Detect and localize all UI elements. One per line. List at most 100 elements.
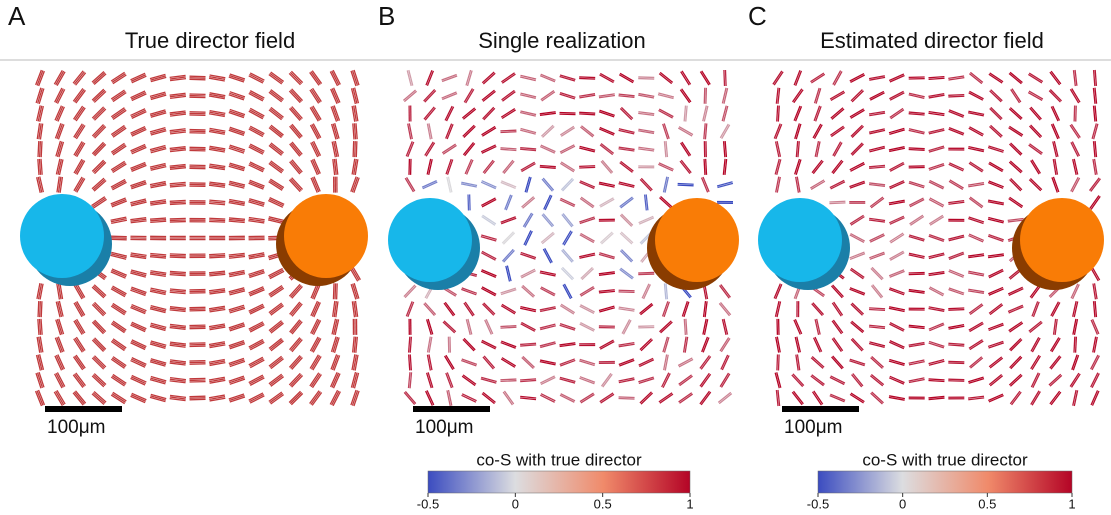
director-glyph [660, 321, 672, 332]
director-glyph [620, 251, 631, 262]
director-glyph [704, 159, 705, 175]
director-glyph [600, 393, 613, 402]
director-glyph [561, 128, 574, 137]
director-glyph [948, 308, 964, 309]
director-glyph [74, 303, 82, 317]
director-glyph [482, 72, 494, 83]
director-glyph [579, 77, 595, 78]
director-glyph [679, 375, 692, 384]
director-glyph [38, 159, 39, 175]
director-glyph [601, 161, 611, 173]
director-glyph [990, 91, 1002, 102]
director-glyph [112, 127, 125, 136]
director-glyph [409, 355, 410, 371]
colorbar-label: co-S with true director [476, 450, 642, 469]
director-glyph [1049, 91, 1060, 102]
director-glyph [638, 274, 654, 275]
director-glyph [700, 373, 709, 386]
director-glyph [721, 374, 729, 388]
director-glyph [250, 126, 264, 134]
director-glyph [720, 373, 728, 387]
director-glyph [503, 392, 512, 405]
director-glyph [661, 196, 673, 207]
director-glyph [111, 395, 124, 404]
director-glyph [150, 218, 166, 219]
director-glyph [852, 91, 863, 102]
director-glyph [600, 199, 614, 207]
director-glyph [1028, 93, 1042, 101]
director-glyph [310, 125, 318, 139]
director-glyph [407, 177, 415, 191]
director-glyph [719, 303, 729, 315]
director-glyph [1091, 355, 1098, 369]
director-glyph [794, 391, 804, 404]
director-glyph [250, 144, 264, 151]
panel-title: Single realization [478, 28, 646, 53]
director-glyph [1051, 392, 1061, 405]
director-glyph [270, 271, 284, 278]
director-glyph [638, 79, 654, 80]
director-glyph [1031, 125, 1042, 137]
director-glyph [969, 93, 983, 100]
director-glyph [678, 358, 692, 366]
director-glyph [1010, 356, 1021, 368]
director-glyph [872, 392, 884, 403]
director-glyph [1009, 74, 1021, 84]
director-glyph [794, 90, 803, 103]
director-glyph [335, 283, 336, 299]
director-glyph [581, 126, 594, 136]
director-glyph [928, 77, 944, 78]
director-glyph [890, 253, 904, 261]
director-glyph [812, 375, 825, 385]
director-glyph [209, 257, 225, 258]
director-glyph [502, 304, 516, 312]
director-glyph [1031, 107, 1042, 119]
director-glyph [600, 145, 613, 155]
director-glyph [249, 92, 263, 99]
director-glyph [501, 306, 515, 314]
director-glyph [890, 233, 903, 242]
director-glyph [872, 356, 884, 367]
director-glyph [74, 141, 82, 155]
director-glyph [113, 303, 126, 312]
director-glyph [1071, 177, 1078, 191]
director-glyph [75, 107, 84, 120]
director-glyph [291, 143, 301, 155]
director-glyph [542, 233, 554, 243]
director-glyph [684, 319, 685, 335]
director-glyph [814, 391, 823, 404]
director-glyph [57, 372, 64, 386]
director-glyph [291, 179, 302, 191]
director-glyph [405, 391, 415, 403]
director-glyph [501, 73, 514, 82]
director-glyph [481, 288, 495, 295]
director-glyph [871, 375, 883, 385]
director-glyph [424, 304, 435, 316]
director-glyph [601, 144, 614, 154]
director-glyph [581, 197, 594, 206]
director-glyph [948, 381, 964, 382]
director-glyph [112, 109, 125, 118]
director-glyph [930, 217, 944, 226]
director-glyph [969, 322, 983, 330]
director-glyph [832, 109, 844, 119]
director-glyph [1032, 160, 1040, 174]
director-glyph [948, 310, 964, 311]
director-glyph [542, 92, 555, 101]
colorbar [818, 471, 1072, 493]
colorbar-tick-label: 0.5 [594, 496, 612, 511]
director-glyph [599, 75, 613, 83]
director-glyph [75, 374, 85, 387]
director-glyph [622, 319, 630, 333]
director-glyph [270, 179, 284, 188]
director-glyph [601, 394, 614, 403]
director-glyph [561, 162, 575, 171]
director-glyph [313, 356, 321, 370]
director-glyph [619, 75, 633, 83]
director-glyph [580, 306, 594, 313]
director-glyph [560, 145, 574, 152]
panel-title: Estimated director field [820, 28, 1044, 53]
director-glyph [1009, 322, 1022, 331]
director-glyph [330, 390, 337, 404]
director-glyph [425, 142, 433, 156]
